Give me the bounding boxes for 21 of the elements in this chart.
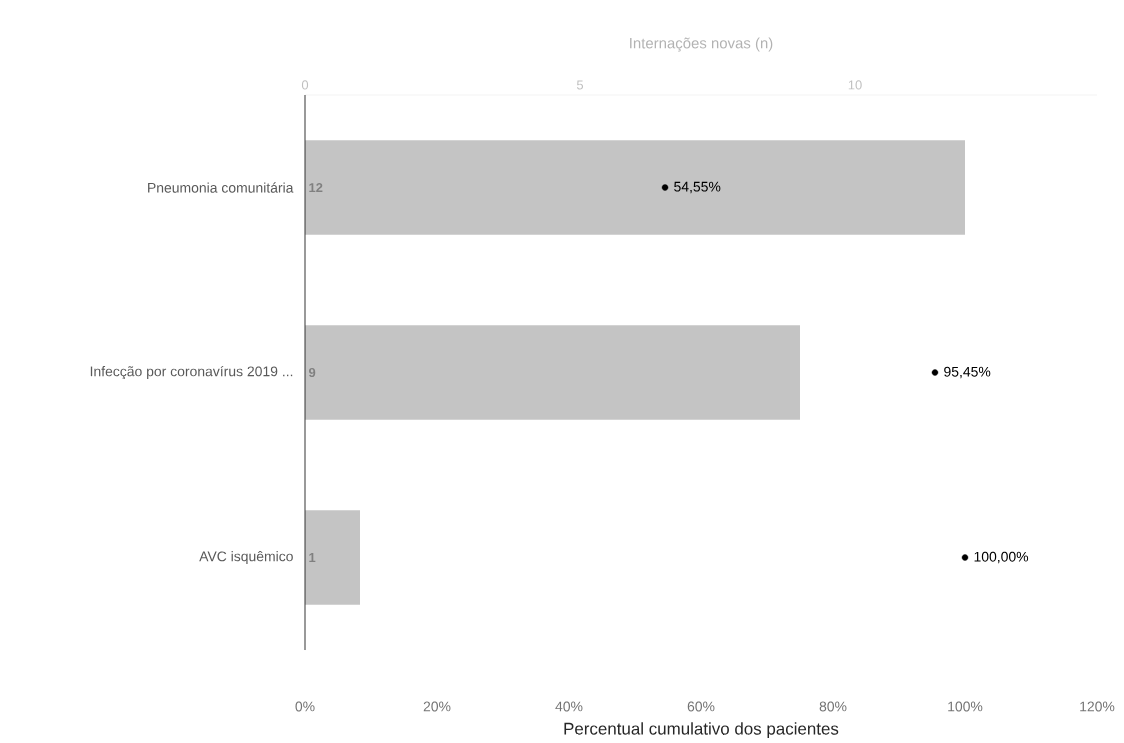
x-tick-label: 80% (819, 701, 847, 712)
data-label: 12 (309, 182, 323, 193)
x-tick-label: 100% (948, 701, 983, 712)
x2-tick-label: 5 (576, 80, 584, 90)
x-axis-title: Percentual cumulativo dos pacientes (564, 722, 839, 739)
data-label: 54,55% (674, 181, 721, 194)
data-label: 9 (308, 367, 316, 378)
x-tick-label: 60% (687, 701, 715, 712)
x-tick-label: 40% (555, 701, 583, 712)
data-label: 100,00% (974, 551, 1029, 564)
x-tick-label: 20% (423, 701, 451, 712)
x2-axis-title: Internações novas (n) (630, 37, 773, 52)
data-label: 95,45% (944, 366, 991, 379)
y-tick-label: Infecção por coronavírus 2019 ... (90, 365, 293, 380)
y-tick-label: Pneumonia comunitária (148, 182, 294, 193)
x2-tick-label: 0 (301, 80, 309, 90)
x2-tick-label: 10 (848, 80, 862, 90)
y-tick-label: AVC isquêmico (199, 550, 293, 565)
data-label: 1 (309, 553, 316, 562)
x-tick-label: 120% (1080, 701, 1115, 712)
x-tick-label: 0% (295, 701, 315, 712)
